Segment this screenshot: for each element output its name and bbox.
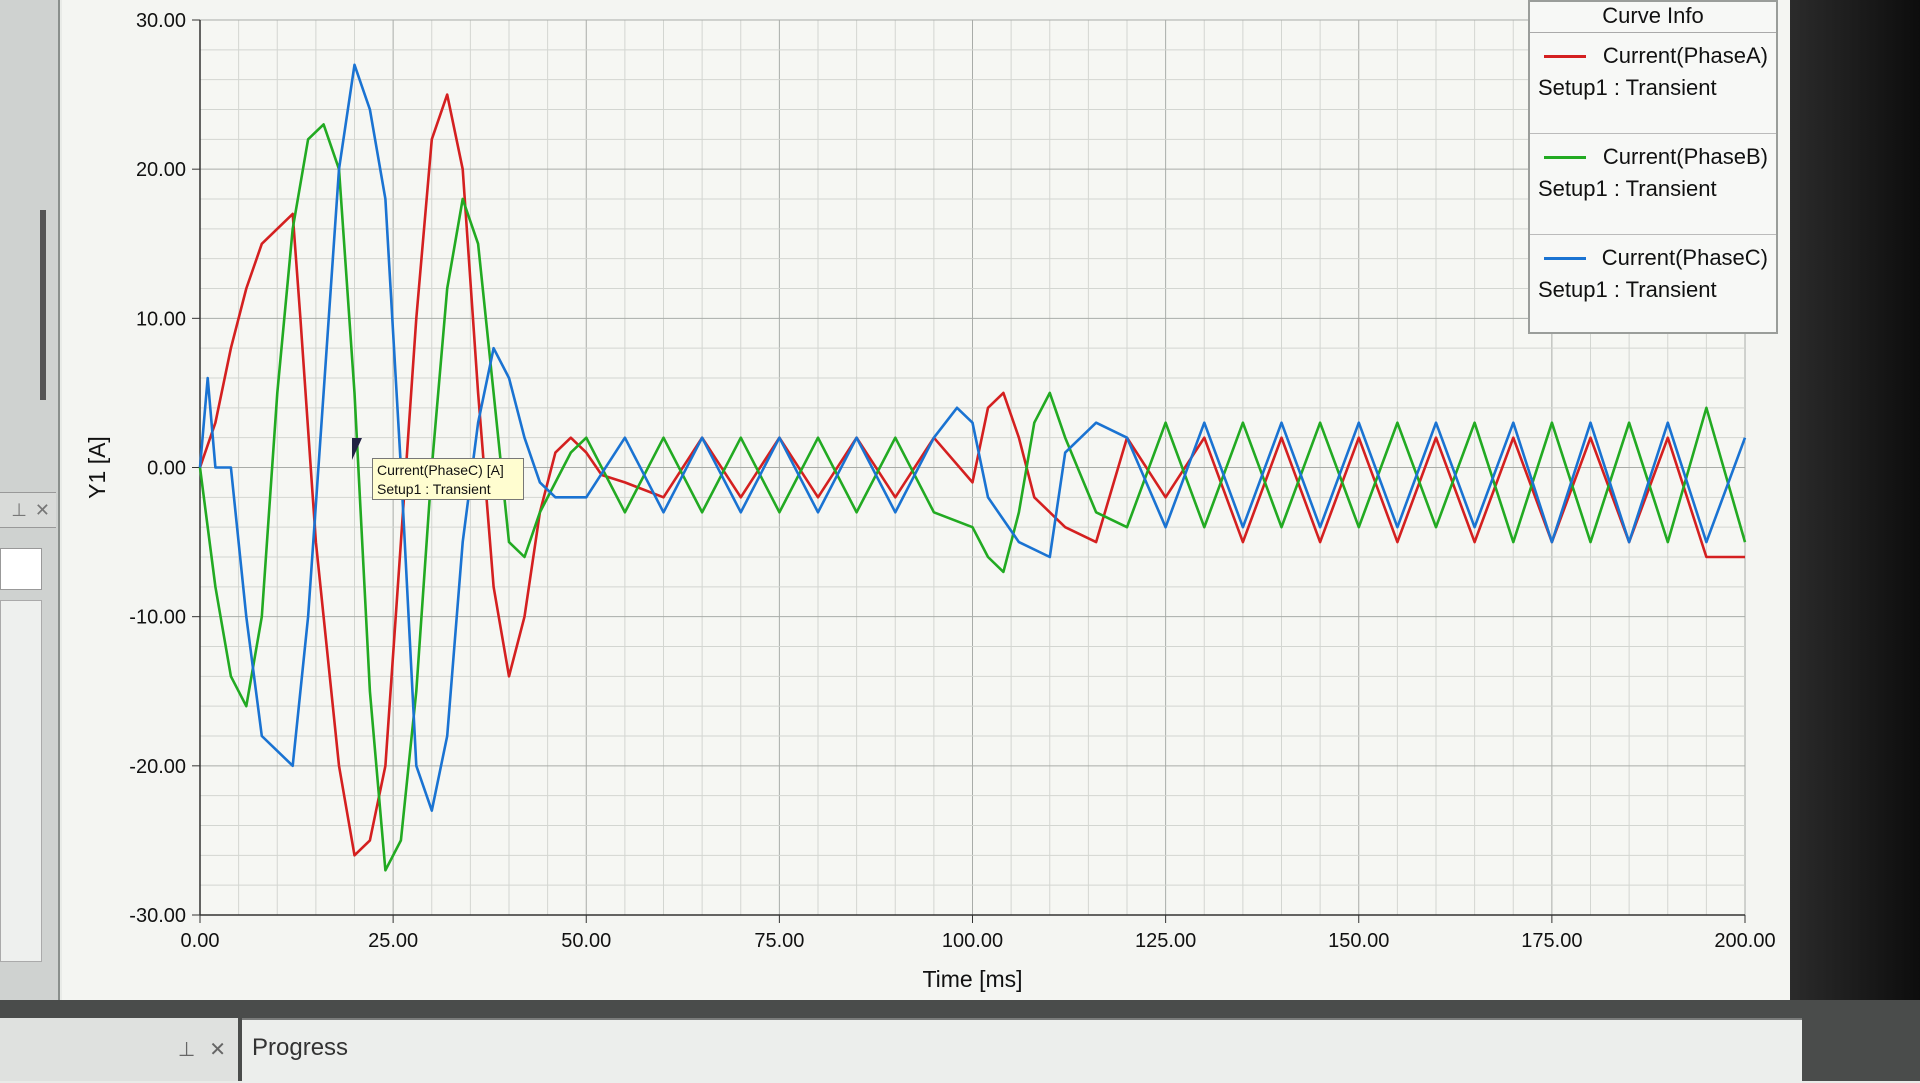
legend-title: Curve Info <box>1530 2 1776 33</box>
legend-sub-phase-a: Setup1 : Transient <box>1538 75 1717 100</box>
progress-label: Progress <box>252 1034 349 1061</box>
y-tick-label: -10.00 <box>129 607 186 629</box>
x-tick-label: 125.00 <box>1135 930 1196 952</box>
legend-swatch-phase-b <box>1544 156 1586 159</box>
x-tick-label: 100.00 <box>942 930 1003 952</box>
mouse-cursor-icon <box>352 438 372 460</box>
series-line-2 <box>198 63 1747 812</box>
tooltip-line1: Current(PhaseC) [A] <box>377 462 504 478</box>
x-tick-label: 175.00 <box>1521 930 1582 952</box>
x-tick-label: 0.00 <box>181 930 220 952</box>
x-tick-label: 75.00 <box>754 930 804 952</box>
y-tick-label: 30.00 <box>136 10 186 32</box>
y-tick-label: -30.00 <box>129 905 186 927</box>
legend-sub-phase-c: Setup1 : Transient <box>1538 277 1717 302</box>
left-panel-field[interactable] <box>0 548 42 590</box>
monitor-bezel <box>1790 0 1920 1081</box>
chart-axes: 0.00 25.00 50.00 75.00 100.00 125.00 150.00 175… <box>129 10 1775 952</box>
chart-series <box>198 63 1747 872</box>
y-tick-label: -20.00 <box>129 756 186 778</box>
left-panel-lower-area <box>0 600 42 962</box>
close-icon[interactable]: ✕ <box>209 1039 226 1061</box>
pin-icon[interactable]: ⊥ <box>11 499 27 520</box>
tooltip-line2: Setup1 : Transient <box>377 481 491 497</box>
x-tick-label: 25.00 <box>368 930 418 952</box>
legend-sub-phase-b: Setup1 : Transient <box>1538 176 1717 201</box>
left-panel-tab-bar: ⊥ ✕ <box>0 492 56 528</box>
y-axis-title: Y1 [A] <box>84 436 110 499</box>
pin-icon[interactable]: ⊥ <box>177 1039 196 1061</box>
progress-panel: Progress <box>242 1018 1802 1083</box>
legend-swatch-phase-c <box>1544 257 1586 260</box>
x-tick-label: 50.00 <box>561 930 611 952</box>
series-line-0 <box>198 93 1745 857</box>
bottom-left-tab: ⊥ ✕ <box>0 1018 238 1081</box>
curve-info-legend: Curve Info Current(PhaseA) Setup1 : Tran… <box>1528 0 1778 334</box>
legend-entry-phase-c[interactable]: Current(PhaseC) Setup1 : Transient <box>1530 235 1776 335</box>
y-tick-label: 20.00 <box>136 159 186 181</box>
legend-name-phase-b: Current(PhaseB) <box>1602 144 1768 169</box>
legend-swatch-phase-a <box>1544 55 1586 58</box>
legend-entry-phase-a[interactable]: Current(PhaseA) Setup1 : Transient <box>1530 33 1776 134</box>
legend-entry-phase-b[interactable]: Current(PhaseB) Setup1 : Transient <box>1530 134 1776 235</box>
y-tick-label: 0.00 <box>147 458 186 480</box>
x-tick-label: 150.00 <box>1328 930 1389 952</box>
x-tick-label: 200.00 <box>1714 930 1775 952</box>
x-axis-title: Time [ms] <box>922 966 1022 992</box>
legend-name-phase-a: Current(PhaseA) <box>1602 43 1768 68</box>
curve-tooltip: Current(PhaseC) [A] Setup1 : Transient <box>372 458 524 500</box>
y-tick-label: 10.00 <box>136 308 186 330</box>
legend-name-phase-c: Current(PhaseC) <box>1601 245 1768 270</box>
left-side-panel: ⊥ ✕ <box>0 0 60 1000</box>
close-icon[interactable]: ✕ <box>34 499 50 520</box>
vertical-scrollbar[interactable] <box>40 210 46 400</box>
